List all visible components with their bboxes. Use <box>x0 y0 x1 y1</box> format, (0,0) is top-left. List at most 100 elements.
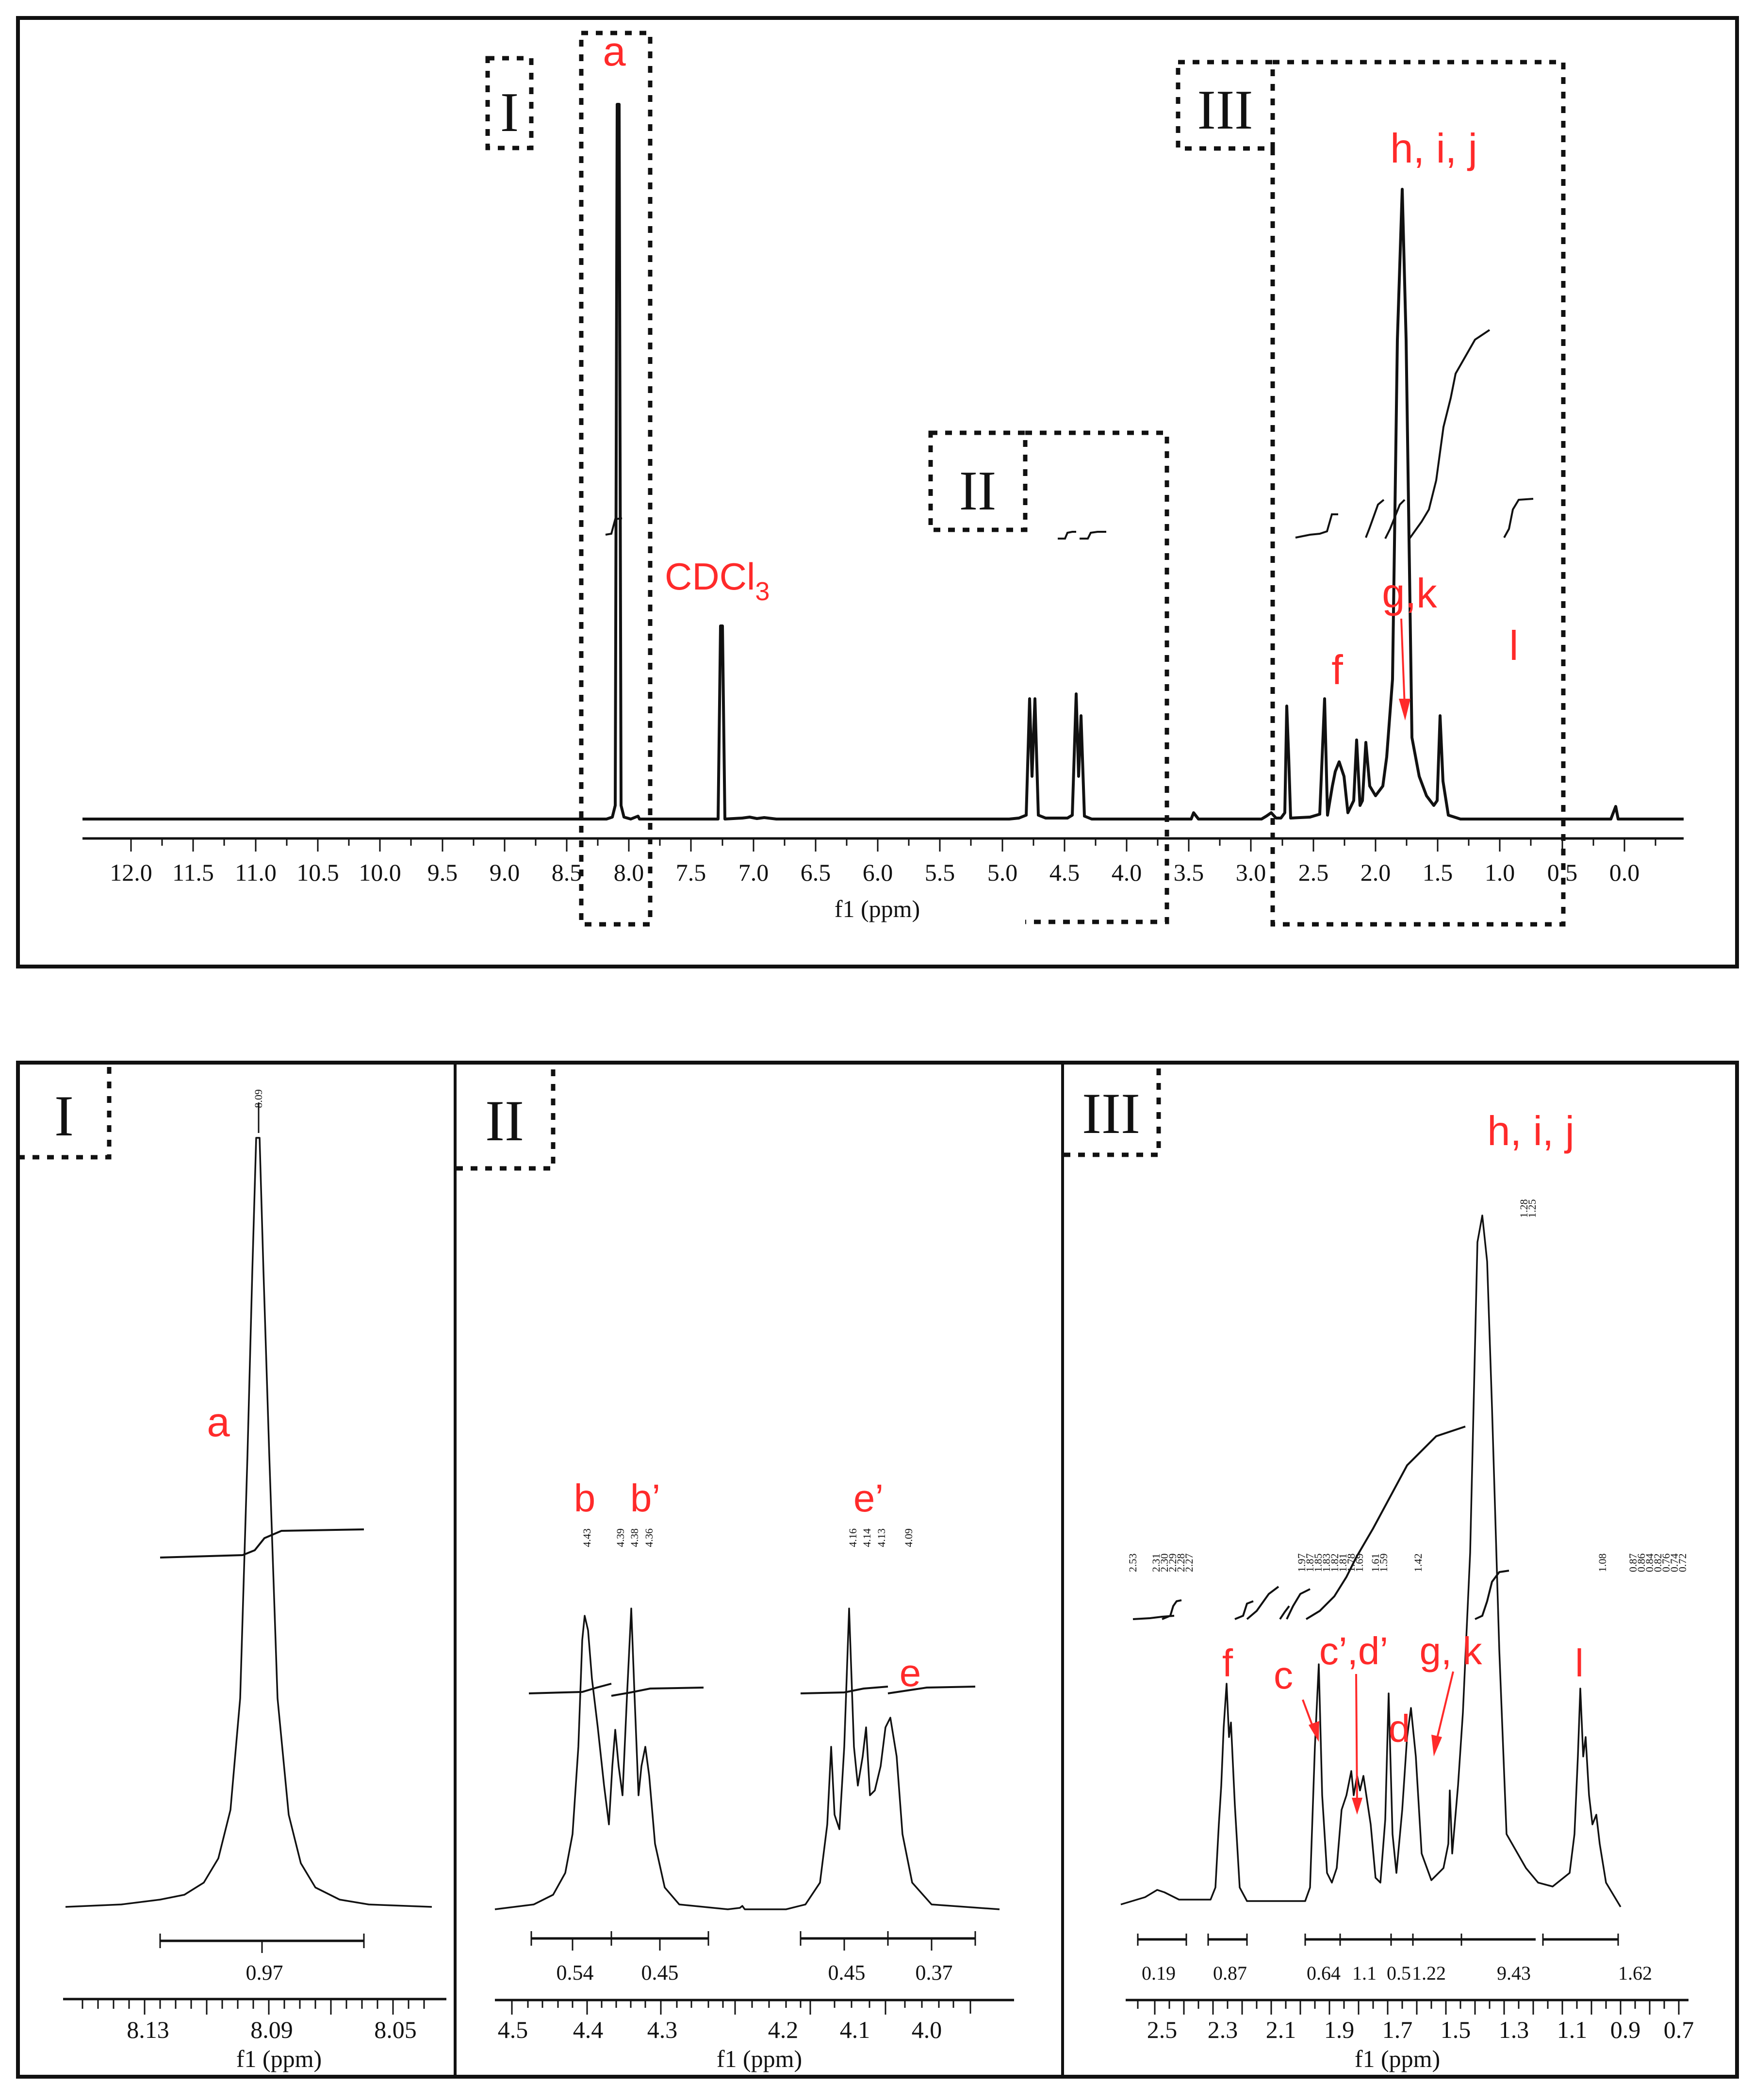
shift-label: 4.43 <box>581 1528 593 1547</box>
shift-label: 4.09 <box>902 1528 915 1547</box>
label-b-prime: b’ <box>630 1477 660 1520</box>
shift-label: 1.87 <box>1304 1554 1316 1573</box>
shift-label: 4.38 <box>628 1528 640 1547</box>
region-ii-label-box <box>928 430 1028 532</box>
panel-i-integral-value: 0.97 <box>246 1961 283 1985</box>
panel-iii: III h, i, j 2.53 2.31 2.30 2.29 2.28 2.2… <box>1064 1065 1694 2072</box>
tick-label: 7.5 <box>676 859 706 886</box>
label-e: e <box>900 1651 921 1694</box>
integral-value: 0.19 <box>1142 1962 1176 1984</box>
label-c: c <box>1274 1654 1293 1697</box>
tick-label: 4.5 <box>1049 859 1080 886</box>
shift-label: 2.30 <box>1158 1554 1170 1573</box>
tick-label: 1.7 <box>1382 2016 1413 2043</box>
integral-value: 1.1 <box>1352 1962 1377 1984</box>
tick-label: 2.0 <box>1361 859 1391 886</box>
peak-label-cdcl3: CDCl3 <box>665 555 770 606</box>
bottom-panels: I 8.09 a 0.97 8.13 8.09 8.05 f <box>16 1061 1739 2079</box>
top-x-ticks <box>130 838 1656 852</box>
shift-label: 1.42 <box>1412 1554 1424 1573</box>
integral-value: 0.64 <box>1307 1962 1341 1984</box>
tick-label: 5.5 <box>925 859 955 886</box>
region-box-i: I <box>485 31 653 927</box>
shift-label: 1.69 <box>1353 1554 1365 1573</box>
integral-value: 0.45 <box>828 1961 866 1985</box>
cd-arrow-head <box>1352 1798 1362 1815</box>
panel-ii-shift-labels: 4.43 4.39 4.38 4.36 4.16 4.14 4.13 4.09 <box>581 1528 915 1547</box>
integral-value: 0.54 <box>557 1961 594 1985</box>
tick-label: 11.5 <box>172 859 214 886</box>
integral-value: 1.62 <box>1618 1962 1652 1984</box>
panel-iii-title-box <box>1064 1065 1161 1157</box>
top-integral-curves-ii <box>1058 531 1106 540</box>
tick-label: 0.5 <box>1547 859 1578 886</box>
gk-arrow-line-2 <box>1435 1671 1454 1742</box>
shift-label: 2.29 <box>1166 1554 1179 1573</box>
shift-label: 1.82 <box>1328 1554 1341 1573</box>
label-hij: h, i, j <box>1487 1108 1574 1154</box>
tick-label: 6.5 <box>801 859 831 886</box>
region-box-ii: II <box>928 430 1169 924</box>
shift-label: 1.81 <box>1337 1554 1349 1573</box>
panel-iii-title: III <box>1082 1081 1140 1146</box>
shift-label: 1.83 <box>1320 1554 1332 1573</box>
peak-label-l: l <box>1509 623 1519 669</box>
shift-label: 2.31 <box>1150 1554 1162 1573</box>
tick-label: 0.7 <box>1664 2016 1694 2043</box>
panel-i-integral <box>160 1528 364 1559</box>
tick-label: 7.0 <box>738 859 769 886</box>
top-integral-curves-iii <box>1295 329 1534 540</box>
tick-label: 4.1 <box>840 2016 870 2043</box>
panel-ii-integrals <box>528 1683 976 1697</box>
shift-label: 0.74 <box>1668 1554 1680 1573</box>
top-x-axis-label: f1 (ppm) <box>835 895 920 922</box>
top-spectrum-panel: I II III a CDCl3 f g,k h, i, j l <box>16 16 1739 968</box>
cdcl3-text: CDCl <box>665 555 755 598</box>
tick-label: 2.1 <box>1266 2016 1296 2043</box>
label-b: b <box>574 1477 596 1520</box>
tick-label: 4.4 <box>573 2016 604 2043</box>
shift-label: 0.76 <box>1660 1554 1672 1573</box>
tick-label: 4.3 <box>647 2016 678 2043</box>
peak-label-hij: h, i, j <box>1390 126 1477 172</box>
shift-label: 4.13 <box>875 1528 887 1547</box>
peak-label-gk: g,k <box>1382 571 1437 617</box>
panel-i-title-box <box>18 1065 112 1160</box>
region-i-label: I <box>500 82 519 143</box>
cdcl3-subscript: 3 <box>755 577 770 606</box>
tick-label: 4.0 <box>912 2016 942 2043</box>
c-arrow-head <box>1309 1721 1319 1742</box>
bottom-frame <box>16 1061 1739 2079</box>
region-iii-label-box <box>1176 60 1275 151</box>
panel-ii-spectrum <box>494 1608 1000 1910</box>
gk-arrow-head-2 <box>1431 1735 1442 1756</box>
tick-label: 9.5 <box>427 859 458 886</box>
panel-iii-x-axis-label: f1 (ppm) <box>1355 2045 1440 2072</box>
integral-value: 1.22 <box>1412 1962 1446 1984</box>
label-g-k: g, k <box>1420 1629 1483 1673</box>
tick-label: 3.0 <box>1236 859 1266 886</box>
tick-label: 4.5 <box>498 2016 528 2043</box>
top-integral-curve-a <box>605 517 623 536</box>
tick-label: 5.0 <box>987 859 1018 886</box>
integral-value: 0.5 <box>1387 1962 1411 1984</box>
shift-label: 2.53 <box>1127 1554 1139 1573</box>
shift-label: 0.87 <box>1627 1554 1639 1573</box>
tick-label: 11.0 <box>235 859 277 886</box>
top-spectrum-trace <box>82 103 1684 820</box>
peak-label-a: a <box>603 29 626 75</box>
tick-label: 8.5 <box>552 859 582 886</box>
region-i-label-box <box>485 56 534 150</box>
tick-label: 0.0 <box>1609 859 1640 886</box>
panel-ii: II b b’ e’ e 4.43 4.39 4.38 4.36 4.16 4.… <box>456 1065 1014 2072</box>
tick-label: 2.3 <box>1208 2016 1238 2043</box>
shift-label: 4.36 <box>643 1528 655 1547</box>
top-x-tick-labels: 12.0 11.5 11.0 10.5 10.0 9.5 9.0 8.5 8.0… <box>110 859 1639 886</box>
tick-label: 10.5 <box>296 859 339 886</box>
shift-label: 1.59 <box>1377 1554 1390 1573</box>
region-iii-range-box <box>1270 60 1566 927</box>
integral-value: 9.43 <box>1497 1962 1531 1984</box>
tick-label: 3.5 <box>1174 859 1204 886</box>
integral-value: 0.45 <box>641 1961 679 1985</box>
